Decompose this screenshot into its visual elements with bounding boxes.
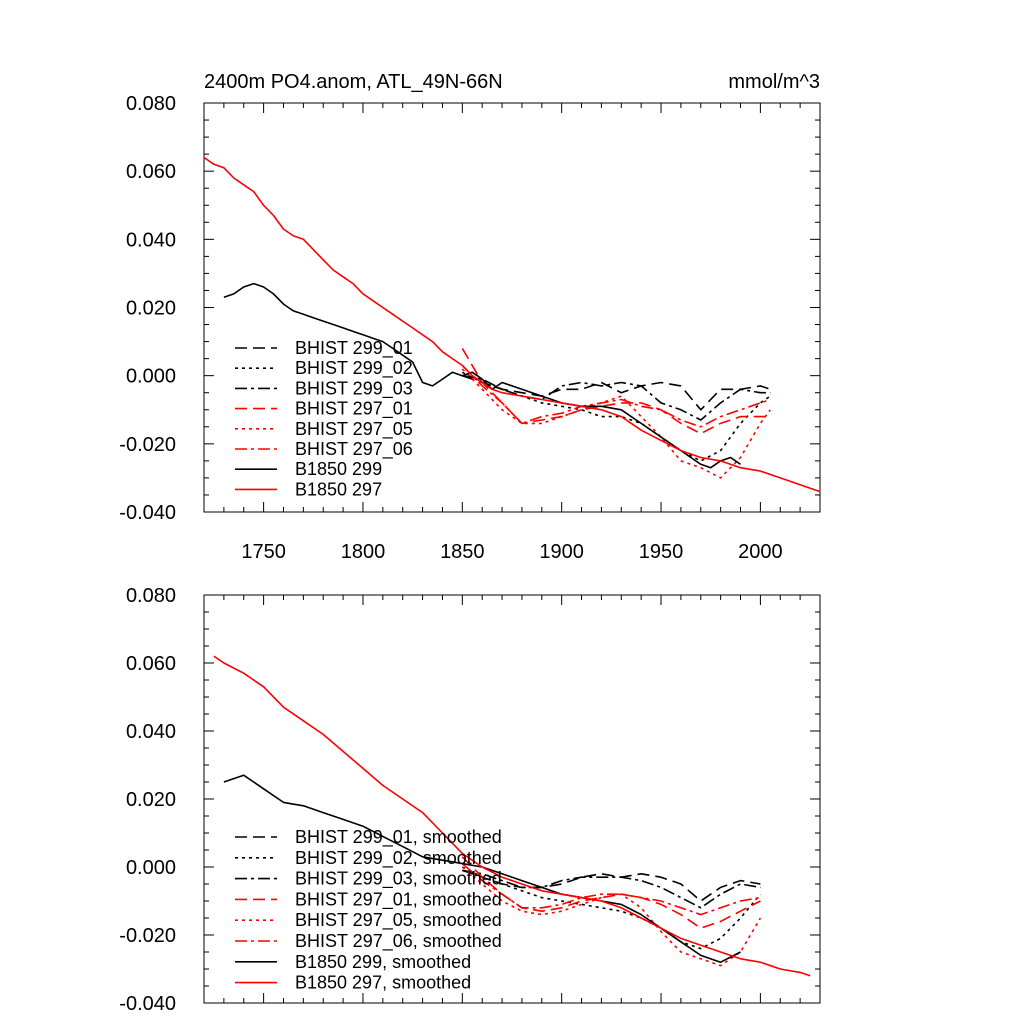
y-tick-label: 0.040 xyxy=(126,229,176,251)
y-tick-label: 0.060 xyxy=(126,653,176,675)
series-line xyxy=(461,862,761,916)
series-line xyxy=(461,866,762,950)
legend-label: BHIST 297_06, smoothed xyxy=(295,931,502,952)
y-tick-label: 0.080 xyxy=(126,93,176,115)
x-tick-label: 1900 xyxy=(539,541,584,563)
x-tick-label: 2000 xyxy=(738,541,783,563)
legend-label: BHIST 299_02 xyxy=(295,358,413,379)
legend-label: BHIST 297_05, smoothed xyxy=(295,910,502,931)
top-panel: 0.080 0.060 0.040 0.020 0.000 -0.020 -0.040 175… xyxy=(119,93,821,563)
y-tick-label: 0.060 xyxy=(126,161,176,183)
series-line xyxy=(461,866,762,967)
y-tick-label: 0.080 xyxy=(126,585,176,607)
x-tick-label: 1750 xyxy=(241,541,286,563)
legend-label: B1850 299, smoothed xyxy=(295,952,471,972)
legend-label: B1850 299 xyxy=(295,459,382,479)
series-line xyxy=(461,371,771,462)
series-line xyxy=(461,364,771,428)
x-tick-label: 1850 xyxy=(440,541,485,563)
chart-units: mmol/m^3 xyxy=(728,71,820,93)
series-line xyxy=(462,869,761,902)
y-tick-label: -0.020 xyxy=(119,925,176,947)
legend-label: BHIST 297_01 xyxy=(295,399,413,420)
series-line xyxy=(213,655,811,977)
series-line xyxy=(461,856,761,930)
legend-label: BHIST 297_01, smoothed xyxy=(295,889,502,910)
legend-label: BHIST 299_03, smoothed xyxy=(295,869,502,890)
legend-label: BHIST 299_01 xyxy=(295,338,413,359)
y-tick-label: 0.020 xyxy=(126,298,176,320)
series-line xyxy=(462,374,771,421)
y-tick-label: -0.040 xyxy=(119,993,176,1015)
legend-label: BHIST 299_03 xyxy=(295,378,413,399)
y-tick-label: -0.020 xyxy=(119,434,176,456)
y-tick-label: 0.000 xyxy=(126,366,176,388)
y-tick-label: -0.040 xyxy=(119,502,176,524)
legend-label: B1850 297, smoothed xyxy=(295,973,471,993)
legend-label: BHIST 297_06 xyxy=(295,439,413,460)
y-tick-label: 0.040 xyxy=(126,721,176,743)
legend-label: BHIST 299_01, smoothed xyxy=(295,827,502,848)
y-tick-label: 0.020 xyxy=(126,789,176,811)
legend-label: BHIST 299_02, smoothed xyxy=(295,848,502,869)
series-line xyxy=(223,282,741,469)
x-tick-label: 1800 xyxy=(341,541,386,563)
y-tick-label: 0.000 xyxy=(126,857,176,879)
chart-title: 2400m PO4.anom, ATL_49N-66N xyxy=(204,71,503,93)
series-line xyxy=(203,156,821,493)
series-line xyxy=(461,347,771,435)
series-line xyxy=(462,869,761,909)
legend-label: BHIST 297_05 xyxy=(295,419,413,440)
series-line xyxy=(462,374,771,411)
legend-label: B1850 297 xyxy=(295,479,382,499)
bottom-panel: 0.080 0.060 0.040 0.020 0.000 -0.020 -0.040 BHI… xyxy=(119,585,821,1015)
x-tick-label: 1950 xyxy=(639,541,684,563)
